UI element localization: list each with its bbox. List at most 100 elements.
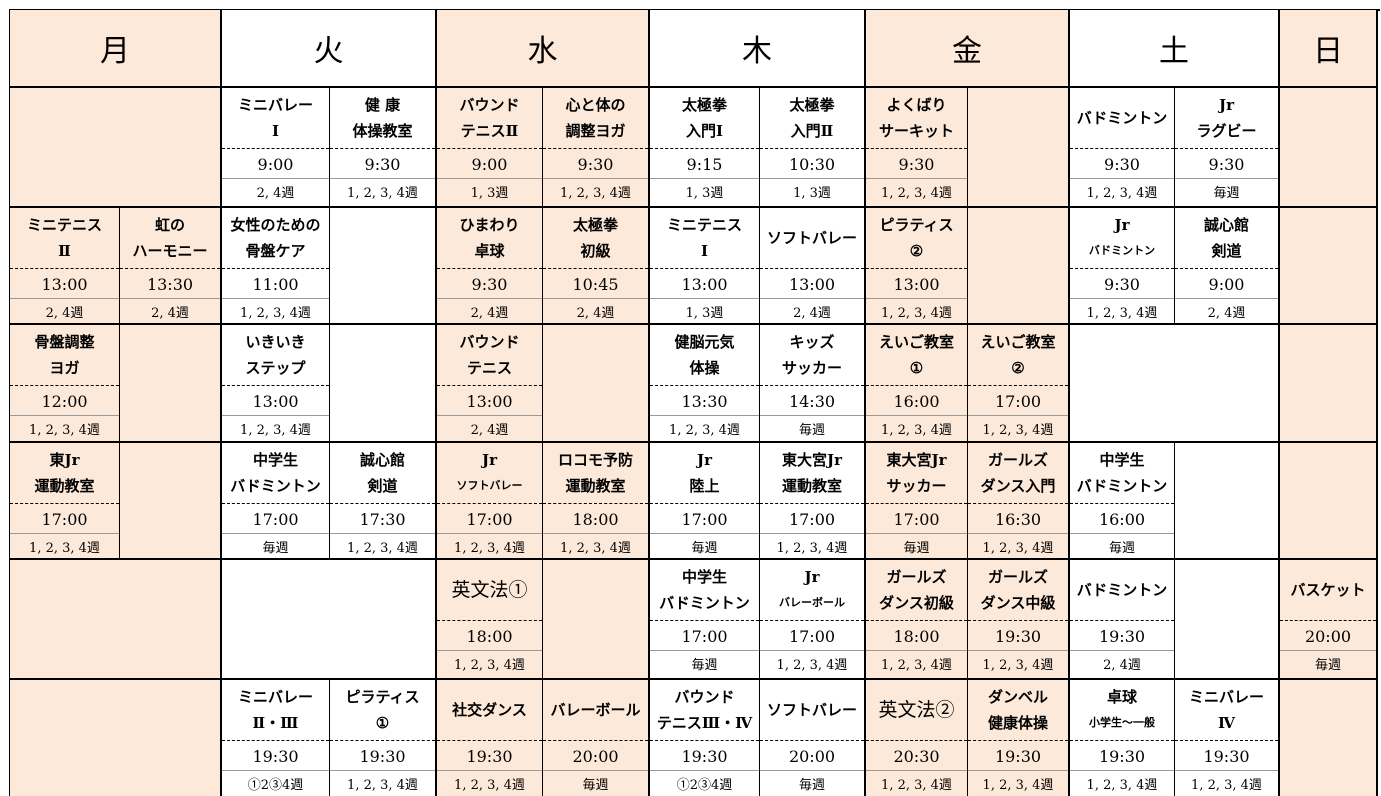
class-weeks: 2, 4週 [470,305,509,321]
name-line: Ⅳ [1217,714,1236,732]
class-time: 13:30 [120,270,220,299]
schedule-cell: ソフトバレー 13:00 2, 4週 [760,208,866,325]
name-line: 剣道 [367,477,398,495]
class-time: 9:30 [1175,150,1278,179]
name-line: サッカー [886,477,947,495]
name-line: バレーボール [550,701,641,719]
name-line: 誠心館 [1203,216,1249,234]
class-name: ピラティス ① [330,680,435,741]
schedule-cell: ミニテニス Ⅱ 13:00 2, 4週 [10,208,120,325]
name-line: ソフトバレー [456,479,523,492]
schedule-cell: ガールズ ダンス入門 16:30 1, 2, 3, 4週 [968,443,1070,560]
class-name: Jr 陸上 [650,443,759,504]
class-name: えいご教室 ① [866,325,967,386]
class-weeks: ①2③4週 [676,777,733,793]
class-weeks: 2, 4週 [793,305,831,321]
name-line: 卓球 [474,242,505,260]
name-line: 体操教室 [352,122,413,140]
name-line: 英文法① [451,579,528,601]
class-name: 健 康体操教室 [330,88,435,149]
schedule-cell: バレーボール 20:00 毎週 [543,680,650,796]
name-line: ステップ [245,359,306,377]
name-line: ミニバレー [237,688,313,706]
class-weeks: 1, 2, 3, 4週 [560,185,631,201]
class-name: ガールズ ダンス中級 [968,560,1068,621]
class-time: 20:00 [1280,622,1376,651]
schedule-cell [968,88,1070,208]
schedule-cell: 太極拳 初級 10:45 2, 4週 [543,208,650,325]
name-line: ミニバレー [237,96,313,114]
day-header: 日 [1280,10,1378,88]
name-line: ピラティス [345,688,420,706]
name-line: よくばり [886,96,947,114]
schedule-cell: 中学生 バドミントン 17:00 毎週 [222,443,330,560]
name-line: えいご教室 [980,333,1056,351]
name-line: バドミントン [1076,581,1168,599]
schedule-cell: 英文法② 20:30 1, 2, 3, 4週 [866,680,968,796]
class-name: 東大宮Jr 運動教室 [760,443,864,504]
schedule-cell: ダンベル 健康体操 19:30 1, 2, 3, 4週 [968,680,1070,796]
schedule-cell [10,560,120,680]
name-line: Ⅱ [58,242,71,260]
schedule-cell: ミニテニス Ⅰ 13:00 1, 3週 [650,208,760,325]
class-time: 14:30 [760,387,864,416]
class-weeks: 2, 4週 [45,305,84,321]
schedule-cell [120,680,222,796]
class-name: 卓球 小学生～一般 [1070,680,1174,741]
class-name: バウンド テニス [437,325,542,386]
class-name: ミニバレー Ⅱ・Ⅲ [222,680,329,741]
class-time: 13:00 [437,387,542,416]
class-name: 太極拳 初級 [543,208,648,269]
class-weeks: 毎週 [1108,540,1135,556]
class-time: 19:30 [330,742,435,771]
schedule-cell: えいご教室 ① 16:00 1, 2, 3, 4週 [866,325,968,443]
class-time: 9:00 [222,150,329,179]
class-name: 英文法② [866,680,967,741]
name-line: ① [375,714,390,732]
name-line: 運動教室 [565,477,626,495]
class-weeks: 1, 2, 3, 4週 [347,185,418,201]
class-weeks: 1, 2, 3, 4週 [881,185,952,201]
class-name: Jr バレーボール [760,560,864,621]
name-line: 社交ダンス [452,701,527,719]
schedule-cell: ミニバレー Ⅱ・Ⅲ 19:30 ①2③4週 [222,680,330,796]
class-name: ダンベル 健康体操 [968,680,1068,741]
schedule-cell: 誠心館 剣道 17:30 1, 2, 3, 4週 [330,443,437,560]
class-time: 17:00 [650,622,759,651]
name-line: 女性のための [230,216,321,234]
class-time: 17:00 [222,505,329,534]
class-weeks: 1, 2, 3, 4週 [982,422,1054,438]
schedule-cell: ひまわり 卓球 9:30 2, 4週 [437,208,543,325]
class-weeks: 1, 2, 3, 4週 [454,777,525,793]
name-line: ダンス入門 [980,477,1056,495]
class-time: 12:00 [10,387,119,416]
schedule-cell: ガールズ ダンス初級 18:00 1, 2, 3, 4週 [866,560,968,680]
day-header: 木 [650,10,866,88]
class-time: 20:30 [866,742,967,771]
schedule-cell: Jr 陸上 17:00 毎週 [650,443,760,560]
name-line: 東大宮Jr [886,451,947,469]
class-name: ミニテニス Ⅱ [10,208,119,269]
name-line: ひまわり [459,216,520,234]
name-line: ガールズ [987,568,1048,586]
class-name: Jr バドミントン [1070,208,1174,269]
day-header: 火 [222,10,437,88]
class-name: ソフトバレー [760,208,864,269]
class-time: 17:00 [437,505,542,534]
class-weeks: 1, 2, 3, 4週 [1086,185,1158,201]
name-line: ロコモ予防 [557,451,633,469]
class-time: 9:30 [543,150,648,179]
class-time: 13:30 [650,387,759,416]
schedule-cell: 誠心館 剣道 9:00 2, 4週 [1175,208,1280,325]
class-weeks: 1, 3週 [685,185,724,201]
name-line: ミニテニス [666,216,742,234]
schedule-cell [1280,443,1378,560]
name-line: 東大宮Jr [781,451,842,469]
class-weeks: 1, 2, 3, 4週 [347,540,418,556]
class-weeks: 毎週 [582,777,609,793]
class-time: 11:00 [222,270,329,299]
schedule-cell: バウンド テニス 13:00 2, 4週 [437,325,543,443]
class-weeks: 1, 2, 3, 4週 [982,540,1054,556]
class-weeks: 1, 2, 3, 4週 [29,422,100,438]
schedule-cell: 中学生 バドミントン 16:00 毎週 [1070,443,1175,560]
